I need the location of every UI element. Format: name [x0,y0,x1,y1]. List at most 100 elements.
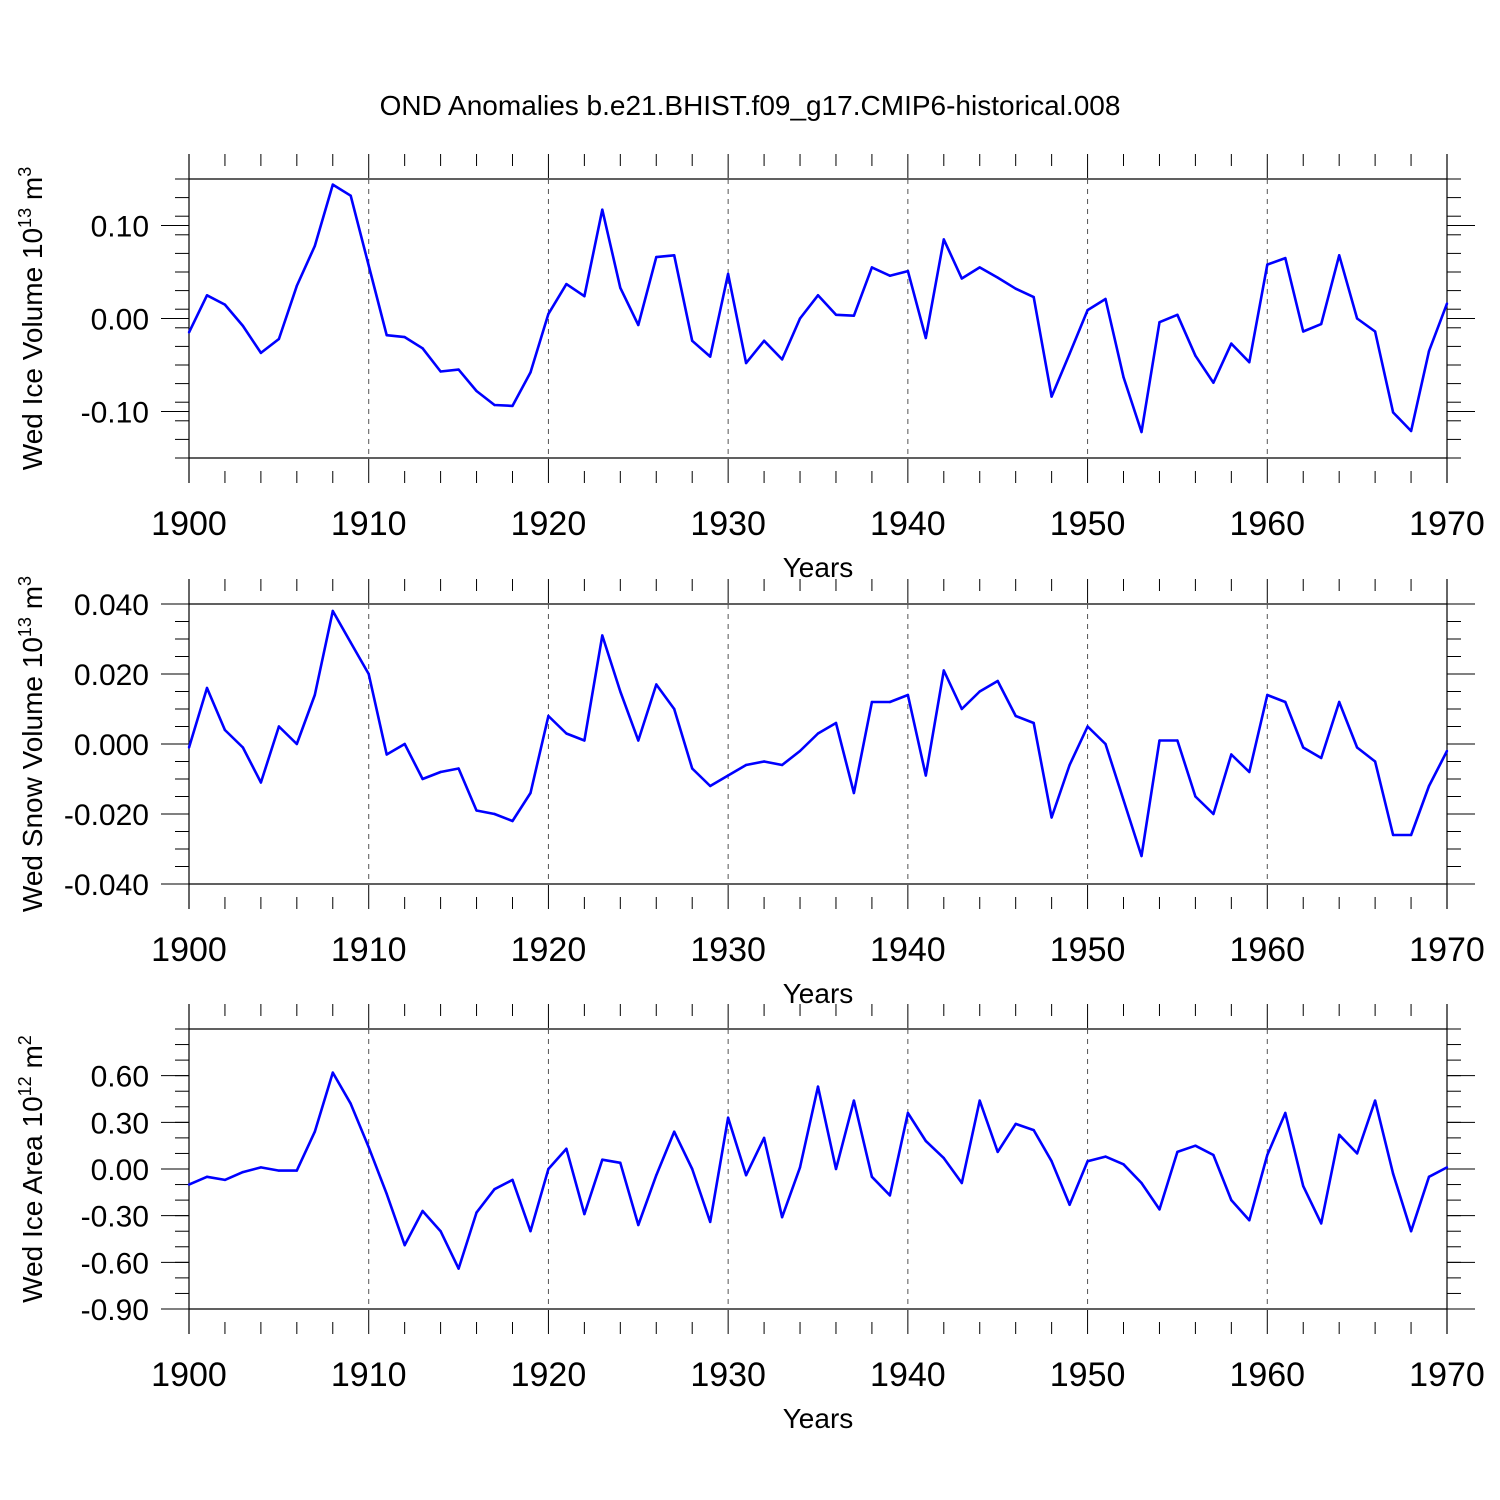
data-point [475,1211,478,1214]
x-tick-label: 1950 [1050,1356,1126,1394]
data-point [313,244,316,248]
data-point [726,1116,730,1119]
data-point [1122,375,1125,379]
data-point [385,334,388,337]
data-point [852,314,856,317]
data-point [978,1099,981,1102]
data-point [205,294,209,297]
data-point [1086,1160,1089,1163]
y-axis-title-part: m [17,586,48,617]
data-point [1140,430,1143,434]
data-point [1409,1230,1413,1233]
data-point [1068,352,1071,355]
data-point [1086,308,1089,312]
data-point [960,707,963,711]
data-point [906,693,910,697]
data-point [1122,798,1125,802]
y-tick-label: 0.30 [91,1107,149,1140]
x-tick-label: 1970 [1409,931,1485,969]
data-point [1284,700,1287,704]
data-point [709,355,712,358]
x-tick-label: 1910 [331,1356,407,1394]
data-point [1355,317,1359,320]
data-point [619,690,622,693]
data-point [1050,816,1053,819]
data-point [655,1174,658,1177]
y-tick-label: 0.60 [91,1061,149,1094]
data-point [313,693,316,697]
data-point [619,1161,622,1165]
data-point [1230,342,1233,345]
y-axis-title-part: Wed Ice Volume 10 [17,228,48,470]
data-point [1355,746,1359,749]
y-axis-title: Wed Ice Area 1012 m2 [15,1035,48,1303]
data-point [1176,739,1179,742]
data-point [1140,1181,1143,1185]
data-point [691,1167,694,1171]
y-tick-label: 0.10 [91,211,149,244]
data-point [996,276,999,279]
y-axis-title-part: m [17,177,48,208]
data-point [385,1192,388,1196]
data-point [1014,714,1017,718]
data-point [1140,854,1143,858]
x-tick-label: 1920 [511,505,587,543]
data-point [1104,1155,1107,1158]
data-point [367,1146,370,1149]
data-point [1050,395,1053,398]
data-point [1320,322,1323,326]
data-point [1194,354,1197,357]
data-point [295,742,298,746]
data-point [906,1111,910,1115]
y-axis-title: Wed Ice Volume 1013 m3 [15,167,48,470]
data-point [1158,1208,1161,1211]
data-point [1194,795,1197,798]
data-point [1104,742,1107,746]
data-point [601,634,604,637]
data-point [187,1183,191,1186]
data-point [1212,812,1215,816]
data-point [277,337,281,341]
data-point [762,760,766,763]
data-point [1373,330,1377,333]
data-point [241,746,245,749]
data-point [1176,313,1179,316]
data-point [439,1230,442,1233]
data-point [1284,1111,1287,1115]
data-point [493,1188,496,1191]
data-point [1445,749,1449,753]
data-point [780,1216,784,1219]
data-point [709,784,712,788]
y-tick-label: -0.90 [81,1294,149,1327]
data-point [349,641,352,644]
data-point [367,264,370,267]
data-point [1104,297,1107,301]
x-tick-label: 1900 [151,505,227,543]
data-point [547,312,550,316]
y-axis-title: Wed Snow Volume 1013 m3 [15,576,48,912]
y-tick-label: 0.020 [74,659,149,692]
x-tick-label: 1900 [151,1356,227,1394]
data-point [619,286,622,289]
x-tick-label: 1910 [331,931,407,969]
y-tick-label: 0.000 [74,729,149,762]
data-point [1248,1219,1251,1222]
data-point [1230,1198,1233,1202]
data-point [277,1169,281,1172]
data-point [241,324,245,328]
data-point [816,1085,820,1088]
data-point [1032,721,1035,725]
data-point [565,1147,568,1151]
y-axis-title-part: Wed Ice Area 10 [17,1096,48,1303]
data-point [870,1175,874,1179]
x-tick-label: 1960 [1229,505,1305,543]
data-point [924,336,927,340]
data-point [637,1223,640,1227]
data-point [1212,381,1215,384]
data-point [762,339,766,342]
data-point [223,728,227,732]
data-point [313,1130,316,1133]
data-point [331,609,334,613]
x-tick-label: 1930 [690,505,766,543]
data-point [511,1178,514,1182]
